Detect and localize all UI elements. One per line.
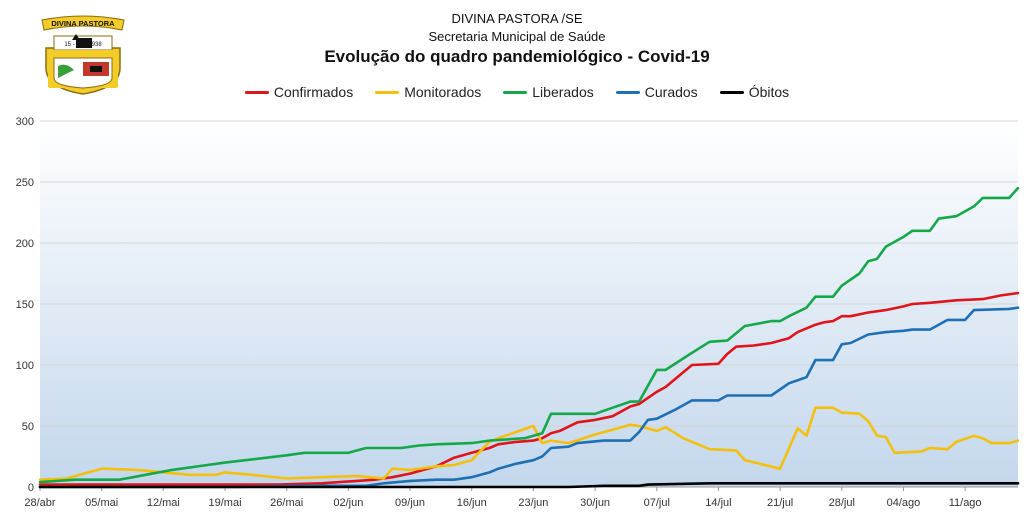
y-tick-label: 200 [16,238,34,250]
legend-swatch [503,90,528,94]
x-tick-label: 30/jun [580,497,610,509]
x-tick-label: 05/mai [85,497,118,509]
x-tick-label: 23/jun [518,497,548,509]
header-department: Secretaria Municipal de Saúde [428,29,606,44]
x-tick-label: 07/jul [644,497,670,509]
legend-swatch [375,90,400,94]
chart-title: Evolução do quadro pandemiológico - Covi… [324,47,710,66]
x-tick-label: 19/mai [209,497,242,509]
legend-label: Liberados [532,84,594,100]
legend-label: Curados [644,84,698,100]
x-tick-label: 11/ago [949,497,982,509]
legend-swatch [719,90,744,94]
x-axis: 28/abr 05/mai 12/mai 19/mai 26/mai 02/jun 09/j… [24,487,982,509]
series-line-liberados [38,186,1020,484]
series-line-óbitos [38,481,1020,489]
legend-item: Liberados [503,84,594,100]
x-tick-label: 02/jun [333,497,363,509]
logo-banner-text: DIVINA PASTORA [51,19,115,28]
series-line-curados [38,306,1020,489]
chart-legend: Confirmados Monitorados Liberados Curados Ób… [0,84,1034,100]
x-tick-label: 28/jul [829,497,855,509]
logo-date-text: 15 - 12 - 1938 [64,42,102,48]
y-axis: 0 50 100 150 200 250 300 [16,116,34,494]
municipal-coat-of-arms-icon: DIVINA PASTORA 15 - 12 - 1938 [41,15,125,95]
x-tick-label: 21/jul [767,497,793,509]
legend-label: Confirmados [273,84,354,100]
header-municipality: DIVINA PASTORA /SE [451,11,583,26]
x-tick-label: 14/jul [705,497,731,509]
x-tick-label: 04/ago [887,497,921,509]
legend-item: Curados [615,84,698,100]
y-tick-label: 100 [16,360,34,372]
legend-label: Óbitos [748,84,790,100]
legend-item: Confirmados [244,84,354,100]
x-tick-label: 26/mai [270,497,303,509]
legend-item: Monitorados [375,84,481,100]
x-tick-label: 28/abr [24,497,56,509]
x-tick-label: 09/jun [395,497,425,509]
series-line-monitorados [38,406,1020,482]
series-lines [38,186,1020,489]
x-tick-label: 16/jun [457,497,487,509]
y-tick-label: 250 [16,177,34,189]
x-tick-label: 12/mai [147,497,180,509]
series-line-confirmados [38,291,1020,486]
legend-label: Monitorados [404,84,482,100]
y-tick-label: 300 [16,116,34,128]
legend-swatch [244,90,269,94]
legend-item: Óbitos [719,84,790,100]
legend-swatch [615,90,640,94]
y-tick-label: 50 [22,421,34,433]
y-tick-label: 150 [16,299,34,311]
y-tick-label: 0 [28,482,34,494]
